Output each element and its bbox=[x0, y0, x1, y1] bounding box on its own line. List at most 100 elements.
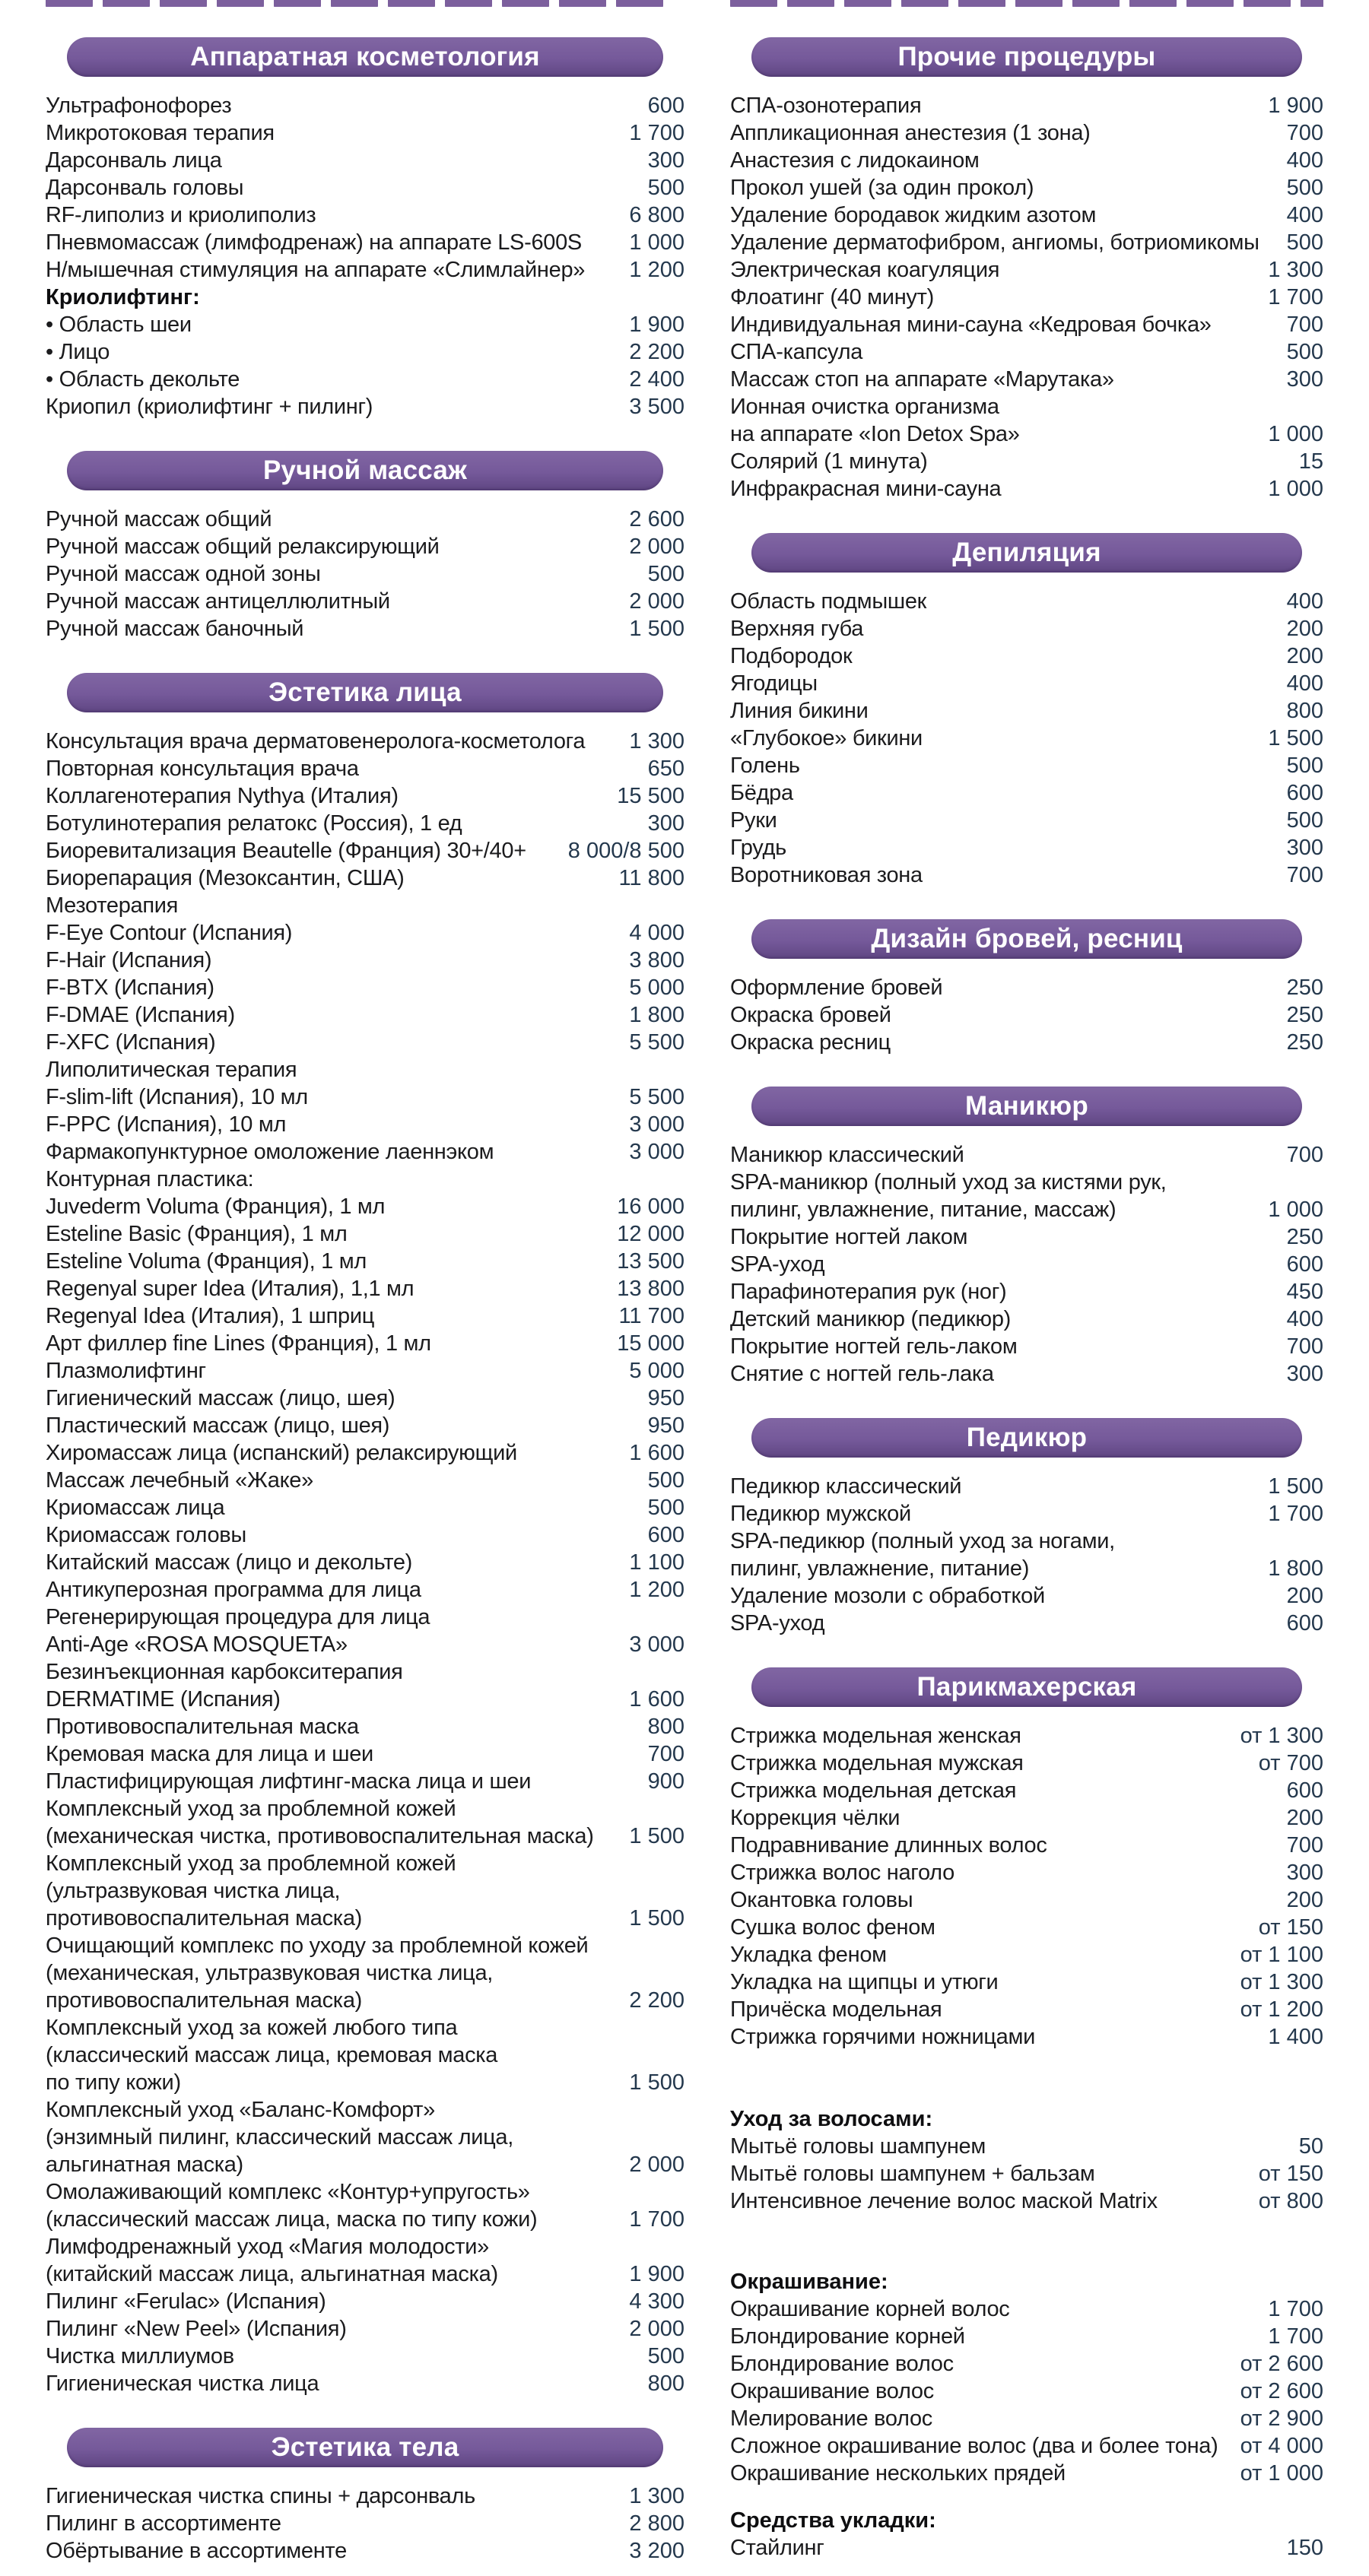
decor-tab bbox=[1186, 0, 1234, 7]
section: Дизайн бровей, ресниц Оформление бровей 25… bbox=[730, 919, 1323, 1056]
price-row: Удаление бородавок жидким азотом 400 bbox=[730, 201, 1323, 229]
service-price: 13 500 bbox=[617, 1249, 684, 1274]
price-row: Покрытие ногтей лаком 250 bbox=[730, 1223, 1323, 1251]
service-price: 1 200 bbox=[629, 1578, 684, 1602]
price-row: Биоревитализация Beautelle (Франция) 30+… bbox=[46, 837, 684, 864]
price-row: Противовоспалительная маска 800 bbox=[46, 1713, 684, 1740]
price-row: Стрижка модельная мужская от 700 bbox=[730, 1750, 1323, 1777]
service-name: Н/мышечная стимуляция на аппарате «Слимл… bbox=[46, 258, 586, 282]
service-price: 300 bbox=[647, 148, 684, 173]
service-name: (механическая чистка, противовоспалитель… bbox=[46, 1824, 594, 1848]
service-price: 450 bbox=[1286, 1280, 1323, 1304]
service-name: Удаление бородавок жидким азотом bbox=[730, 203, 1097, 227]
service-price: 400 bbox=[1286, 1307, 1323, 1331]
service-name: Стрижка волос наголо bbox=[730, 1861, 954, 1885]
price-row: Криолифтинг: bbox=[46, 284, 684, 311]
service-name: (классический массаж лица, маска по типу… bbox=[46, 2207, 538, 2232]
price-row: Кремовая маска для лица и шеи 700 bbox=[46, 1740, 684, 1768]
price-row: Парафинотерапия рук (ног) 450 bbox=[730, 1278, 1323, 1305]
service-price: от 800 bbox=[1258, 2189, 1323, 2213]
price-row: Пилинг «New Peel» (Испания) 2 000 bbox=[46, 2315, 684, 2343]
service-name: Стрижка модельная женская bbox=[730, 1724, 1021, 1748]
service-price: 3 500 bbox=[629, 395, 684, 419]
price-row: Подравнивание длинных волос 700 bbox=[730, 1832, 1323, 1859]
service-name: Пилинг в ассортименте bbox=[46, 2511, 281, 2536]
price-row: F-PPC (Испания), 10 мл 3 000 bbox=[46, 1111, 684, 1138]
service-price: 1 500 bbox=[629, 2070, 684, 2095]
service-name: Интенсивное лечение волос маской Matrix bbox=[730, 2189, 1158, 2213]
price-row: DERMATIME (Испания) 1 600 bbox=[46, 1686, 684, 1713]
service-name: Комплексный уход за проблемной кожей bbox=[46, 1851, 456, 1876]
price-row: Блондирование волос от 2 600 bbox=[730, 2350, 1323, 2378]
price-row: (механическая, ультразвуковая чистка лиц… bbox=[46, 1959, 684, 1987]
price-row: Ультрафонофорез 600 bbox=[46, 92, 684, 119]
price-row: Гигиеническая чистка лица 800 bbox=[46, 2370, 684, 2397]
service-name: Детский маникюр (педикюр) bbox=[730, 1307, 1012, 1331]
price-row: Окрашивание: bbox=[730, 2268, 1323, 2295]
decor-tab bbox=[787, 0, 834, 7]
service-price: 5 500 bbox=[629, 1030, 684, 1055]
service-name: Контурная пластика: bbox=[46, 1167, 254, 1191]
service-name: F-XFC (Испания) bbox=[46, 1030, 216, 1055]
section: Парикмахерская Стрижка модельная женская о… bbox=[730, 1667, 1323, 2562]
service-price: 4 000 bbox=[629, 921, 684, 945]
decor-tab bbox=[274, 0, 321, 7]
price-row: Детский маникюр (педикюр) 400 bbox=[730, 1305, 1323, 1333]
price-row: Маникюр классический 700 bbox=[730, 1141, 1323, 1169]
service-name: Пластифицирующая лифтинг-маска лица и ше… bbox=[46, 1769, 532, 1794]
service-price: 500 bbox=[647, 2344, 684, 2368]
service-price: 250 bbox=[1286, 1003, 1323, 1027]
price-row: (китайский массаж лица, альгинатная маск… bbox=[46, 2260, 684, 2288]
service-name: Окрашивание корней волос bbox=[730, 2297, 1010, 2321]
service-price: 8 000/8 500 bbox=[567, 839, 684, 863]
price-row: СПА-капсула 500 bbox=[730, 338, 1323, 366]
service-price: 1 300 bbox=[629, 2484, 684, 2508]
decor-tab bbox=[1015, 0, 1062, 7]
column-left: Аппаратная косметология Ультрафонофорез 60… bbox=[46, 0, 684, 2565]
service-price: 1 000 bbox=[629, 230, 684, 255]
price-row: Биорепарация (Мезоксантин, США) 11 800 bbox=[46, 864, 684, 892]
service-name: Стрижка горячими ножницами bbox=[730, 2025, 1036, 2049]
service-price: 600 bbox=[1286, 1252, 1323, 1277]
price-row: Окантовка головы 200 bbox=[730, 1886, 1323, 1914]
service-name: пилинг, увлажнение, питание, массаж) bbox=[730, 1198, 1116, 1222]
service-name: F-Hair (Испания) bbox=[46, 948, 212, 972]
price-row: Мытьё головы шампунем 50 bbox=[730, 2133, 1323, 2160]
price-row: Окраска ресниц 250 bbox=[730, 1029, 1323, 1056]
decor-tab bbox=[730, 0, 777, 7]
service-price: 11 800 bbox=[618, 866, 684, 890]
service-price: 50 bbox=[1298, 2134, 1323, 2159]
service-name: DERMATIME (Испания) bbox=[46, 1687, 281, 1712]
service-name: Антикуперозная программа для лица bbox=[46, 1578, 421, 1602]
price-row: Причёска модельная от 1 200 bbox=[730, 1996, 1323, 2023]
decor-tab bbox=[331, 0, 378, 7]
service-name: Покрытие ногтей гель-лаком bbox=[730, 1334, 1018, 1359]
service-price: 600 bbox=[1286, 1611, 1323, 1635]
service-name: Безинъекционная карбокситерапия bbox=[46, 1660, 403, 1684]
service-name: Солярий (1 минута) bbox=[730, 449, 928, 474]
service-name: • Лицо bbox=[46, 340, 110, 364]
service-name: Гигиеническая чистка спины + дарсонваль bbox=[46, 2484, 475, 2508]
service-price: от 1 300 bbox=[1240, 1724, 1323, 1748]
price-row: Анастезия с лидокаином 400 bbox=[730, 147, 1323, 174]
price-row: Стайлинг 150 bbox=[730, 2534, 1323, 2562]
price-row: Гигиеническая чистка спины + дарсонваль 1… bbox=[46, 2482, 684, 2510]
service-price: 700 bbox=[1286, 121, 1323, 145]
service-name: • Область декольте bbox=[46, 367, 240, 392]
service-name: Причёска модельная bbox=[730, 1997, 942, 2022]
price-row: Антикуперозная программа для лица 1 200 bbox=[46, 1576, 684, 1604]
price-row: Педикюр мужской 1 700 bbox=[730, 1500, 1323, 1528]
decor-tab bbox=[445, 0, 492, 7]
price-row: Пилинг в ассортименте 2 800 bbox=[46, 2510, 684, 2537]
service-price: 5 000 bbox=[629, 1359, 684, 1383]
price-row: Пластифицирующая лифтинг-маска лица и ше… bbox=[46, 1768, 684, 1795]
price-row: противовоспалительная маска) 1 500 bbox=[46, 1905, 684, 1932]
service-price: 400 bbox=[1286, 203, 1323, 227]
decor-tab bbox=[46, 0, 93, 7]
service-name: Окраска ресниц bbox=[730, 1030, 891, 1055]
service-name: F-Eye Contour (Испания) bbox=[46, 921, 293, 945]
service-name: СПА-капсула bbox=[730, 340, 863, 364]
service-price: от 1 100 bbox=[1240, 1943, 1323, 1967]
decor-tab bbox=[1244, 0, 1291, 7]
service-price: от 2 600 bbox=[1240, 2379, 1323, 2403]
